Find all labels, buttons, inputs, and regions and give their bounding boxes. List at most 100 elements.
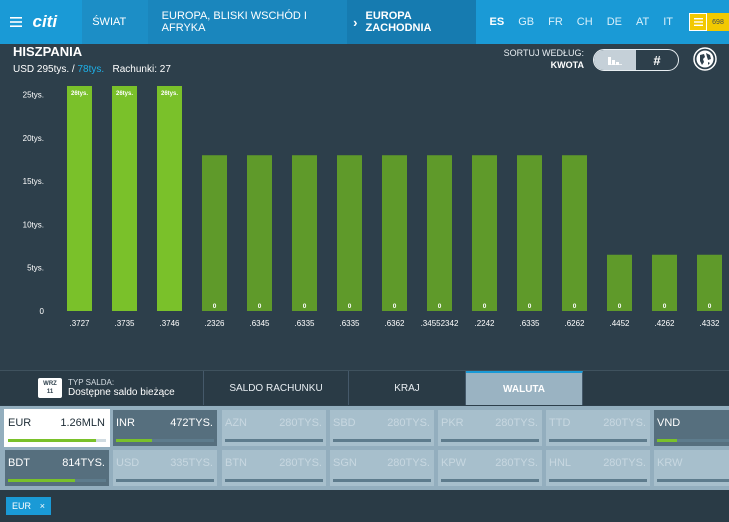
country-tab-at[interactable]: AT — [635, 16, 650, 28]
toggle-number-option[interactable]: # — [653, 52, 661, 68]
currency-tile-inr[interactable]: INR 472TYS. — [113, 410, 217, 446]
country-tab-gb[interactable]: GB — [518, 16, 535, 28]
currency-tile-hnl[interactable]: HNL 280TYS. — [546, 450, 650, 486]
currency-tile-pkr[interactable]: PKR 280TYS. — [438, 410, 542, 446]
bar-value-label: 0 — [483, 303, 487, 310]
menu-button[interactable] — [0, 0, 33, 44]
currency-tile-usd[interactable]: USD 335TYS. — [113, 450, 217, 486]
chart-bar[interactable] — [607, 254, 632, 311]
tab-country[interactable]: KRAJ — [349, 371, 466, 405]
balance-type-selector[interactable]: WRZ 11 TYP SALDA: Dostępne saldo bieżące — [0, 371, 204, 405]
currency-share-bar — [116, 439, 214, 442]
currency-tile-btn[interactable]: BTN 280TYS. — [222, 450, 326, 486]
chart-bar[interactable] — [67, 86, 92, 311]
y-tick-label: 10tys. — [23, 220, 44, 229]
globe-icon[interactable] — [693, 47, 717, 71]
country-tab-fr[interactable]: FR — [548, 16, 563, 28]
currency-code: EUR — [8, 417, 32, 429]
currency-share-fill — [116, 439, 153, 442]
chart-bar[interactable] — [427, 155, 452, 311]
view-toggle[interactable]: # — [593, 49, 679, 71]
currency-share-fill — [8, 479, 75, 482]
currency-tile-eur[interactable]: EUR 1.26MLN — [4, 409, 110, 447]
country-tab-it[interactable]: IT — [663, 16, 673, 28]
balance-summary: USD 295tys. / 78tys. Rachunki: 27 — [13, 64, 171, 75]
currency-code: INR — [116, 417, 135, 429]
breadcrumb-current[interactable]: › EUROPA ZACHODNIA — [347, 0, 476, 44]
currency-share-bar — [657, 439, 729, 442]
chart-bar[interactable] — [382, 155, 407, 311]
toggle-chart-option[interactable] — [594, 50, 636, 70]
currency-amount: 280TYS. — [603, 457, 646, 469]
available-balance: 78tys. — [77, 64, 105, 75]
calendar-day: 11 — [46, 389, 54, 395]
currency-code: BDT — [8, 457, 30, 469]
currency-tile-bdt[interactable]: BDT 814TYS. — [5, 450, 109, 486]
y-tick-label: 15tys. — [23, 177, 44, 186]
currency-code: BTN — [225, 457, 247, 469]
bar-value-label: 26tys. — [161, 91, 178, 97]
filter-chip-eur[interactable]: EUR × — [6, 497, 51, 515]
chart-bar[interactable] — [337, 155, 362, 311]
chart-bar[interactable] — [112, 86, 137, 311]
close-icon[interactable]: × — [39, 501, 45, 511]
currency-share-bar — [8, 439, 106, 442]
list-icon — [689, 13, 707, 31]
x-tick-label: .6262 — [564, 319, 585, 328]
breadcrumb-world[interactable]: ŚWIAT — [82, 0, 148, 44]
currency-share-bar — [657, 479, 729, 482]
chart-bar[interactable] — [247, 155, 272, 311]
tab-currency[interactable]: WALUTA — [466, 371, 583, 405]
country-tab-es[interactable]: ES — [489, 16, 505, 28]
balance-separator: / — [71, 64, 75, 75]
currency-tile-azn[interactable]: AZN 280TYS. — [222, 410, 326, 446]
chart-bar[interactable] — [652, 254, 677, 311]
bar-value-label: 0 — [528, 303, 532, 310]
currency-share-bar — [225, 439, 323, 442]
bar-value-label: 0 — [618, 303, 622, 310]
x-tick-label: .6345 — [249, 319, 270, 328]
currency-tile-sbd[interactable]: SBD 280TYS. — [330, 410, 434, 446]
currency-code: KRW — [657, 457, 683, 469]
currency-tile-vnd[interactable]: VND216 — [654, 410, 729, 446]
x-tick-label: .6362 — [384, 319, 405, 328]
chart-bar[interactable] — [157, 86, 182, 311]
x-tick-label: .6335 — [519, 319, 540, 328]
citi-logo: citi — [32, 12, 58, 31]
bar-value-label: 0 — [213, 303, 217, 310]
currency-tile-ttd[interactable]: TTD 280TYS. — [546, 410, 650, 446]
chart-bar[interactable] — [202, 155, 227, 311]
currency-tile-kpw[interactable]: KPW 280TYS. — [438, 450, 542, 486]
country-tab-ch[interactable]: CH — [576, 16, 593, 28]
x-tick-label: .3727 — [69, 319, 90, 328]
chart-bar[interactable] — [472, 155, 497, 311]
currency-share-fill — [8, 439, 97, 442]
breadcrumb-region[interactable]: EUROPA, BLISKI WSCHÓD I AFRYKA — [147, 0, 348, 44]
list-count-button[interactable]: 698 — [689, 13, 729, 31]
chart-bar[interactable] — [292, 155, 317, 311]
calendar-icon: WRZ 11 — [38, 378, 62, 398]
tab-account-balance[interactable]: SALDO RACHUNKU — [204, 371, 349, 405]
account-balance-chart: 0 5tys. 10tys. 15tys. 20tys. 25tys. 26tys. .372… — [23, 86, 722, 328]
x-tick-label: .3746 — [159, 319, 180, 328]
y-tick-label: 5tys. — [27, 264, 44, 273]
currency-tile-krw[interactable]: KRW6 — [654, 450, 729, 486]
currency-amount: 1.26MLN — [60, 417, 105, 429]
currency-share-bar — [116, 479, 214, 482]
bar-value-label: 0 — [663, 303, 667, 310]
chart-bar[interactable] — [562, 155, 587, 311]
bar-value-label: 0 — [438, 303, 442, 310]
currency-amount: 280TYS. — [495, 417, 538, 429]
currency-tile-sgn[interactable]: SGN 280TYS. — [330, 450, 434, 486]
currency-amount: 280TYS. — [387, 457, 430, 469]
bar-value-label: 0 — [258, 303, 262, 310]
currency-amount: 280TYS. — [603, 417, 646, 429]
y-tick-label: 25tys. — [23, 91, 44, 100]
bar-value-label: 26tys. — [71, 91, 88, 97]
country-tab-de[interactable]: DE — [606, 16, 622, 28]
chart-bar[interactable] — [697, 254, 722, 311]
top-nav-bar: citi ŚWIAT EUROPA, BLISKI WSCHÓD I AFRYK… — [0, 0, 729, 44]
chart-bar[interactable] — [517, 155, 542, 311]
filter-chip-label: EUR — [12, 501, 32, 511]
page-title: HISZPANIA — [13, 44, 83, 59]
